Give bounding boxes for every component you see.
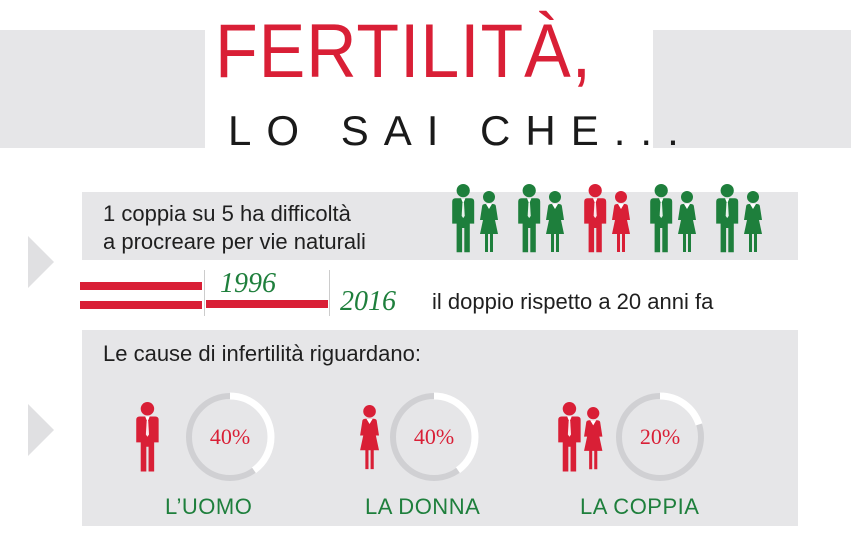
divider-line-2 [329, 270, 330, 316]
percent-label-0: 40% [210, 424, 250, 449]
percent-label-2: 20% [640, 424, 680, 449]
woman-figure-icon [546, 191, 564, 252]
man-figure-icon [452, 184, 475, 253]
causes-heading: Le cause di infertilità riguardano: [103, 341, 421, 366]
ring-gap-0 [185, 392, 275, 482]
fact1-line1: 1 coppia su 5 ha difficoltà [103, 201, 351, 226]
man-figure-icon [584, 184, 607, 253]
page-title: FERTILITÀ, [215, 9, 592, 94]
percent-label-1: 40% [414, 424, 454, 449]
fact1-line2: a procreare per vie naturali [103, 229, 366, 254]
woman-figure-icon [612, 191, 630, 252]
header-band-right [653, 30, 851, 148]
woman-figure-icon [480, 191, 498, 252]
stripe-red-bottom-a [80, 301, 202, 309]
couples-row [452, 184, 762, 253]
man-figure-icon [136, 402, 159, 472]
year-2016: 2016 [340, 286, 396, 317]
header-band-left [0, 30, 205, 148]
label-uomo: L’UOMO [165, 494, 253, 519]
man-figure-icon [558, 402, 581, 472]
woman-figure-icon [744, 191, 762, 252]
stripe-red-top-a [80, 282, 202, 290]
page-subtitle: LO SAI CHE... [228, 107, 694, 154]
arrow-right-icon-2 [28, 404, 54, 456]
causes-chart: 40% 40% 20% [136, 392, 705, 482]
man-figure-icon [518, 184, 541, 253]
divider-line [204, 270, 205, 316]
ring-gap-2 [615, 392, 705, 482]
label-coppia: LA COPPIA [580, 494, 700, 519]
fact2-text: il doppio rispetto a 20 anni fa [432, 289, 714, 314]
man-figure-icon [650, 184, 673, 253]
fact1-band [82, 192, 798, 260]
man-figure-icon [716, 184, 739, 253]
woman-figure-icon [584, 407, 603, 470]
ring-gap-1 [389, 392, 479, 482]
year-1996: 1996 [220, 268, 276, 299]
label-donna: LA DONNA [365, 494, 481, 519]
causes-band [82, 330, 798, 526]
stripe-red-b [206, 300, 328, 308]
woman-figure-icon [360, 405, 379, 470]
woman-figure-icon [678, 191, 696, 252]
arrow-right-icon [28, 236, 54, 288]
